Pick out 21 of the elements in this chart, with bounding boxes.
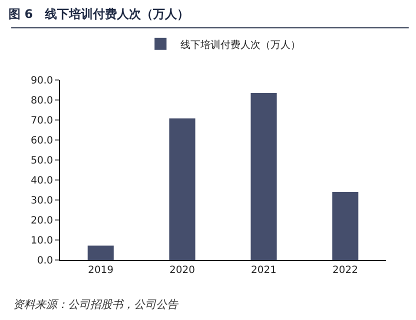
bar [169,118,196,260]
y-tick-label: 30.0 [30,196,53,206]
chart-title: 图 6 线下培训付费人次（万人） [8,7,189,21]
bar [88,246,114,260]
y-tick-label: 20.0 [30,216,53,226]
y-tick-label: 70.0 [30,116,53,126]
x-tick-label: 2020 [170,265,195,276]
bar [250,93,277,260]
y-tick-label: 60.0 [30,136,53,146]
bar [332,192,358,260]
y-tick-label: 40.0 [30,176,53,186]
y-tick-label: 80.0 [30,96,53,106]
legend-label: 线下培训付费人次（万人） [180,38,300,51]
y-tick-label: 50.0 [30,156,53,166]
x-tick-label: 2021 [251,265,276,276]
y-tick-label: 10.0 [30,236,53,246]
text: 资料来源：公司招股书，公司公告 [13,298,179,311]
y-tick-label: 90.0 [30,76,53,86]
y-tick-label: 0.0 [37,256,53,266]
x-tick-label: 2022 [332,265,358,276]
x-tick-label: 2019 [88,265,114,276]
